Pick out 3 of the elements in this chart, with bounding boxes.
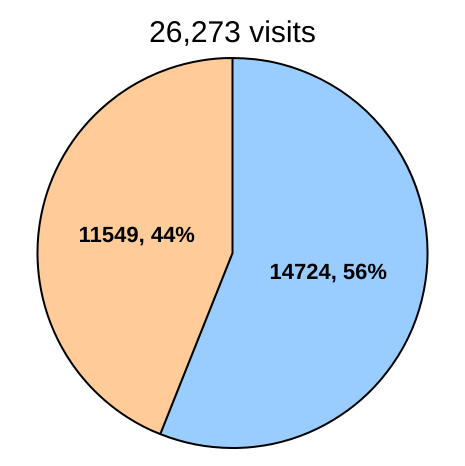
- data-label: 14724, 56%: [270, 258, 387, 284]
- data-label: 11549, 44%: [78, 222, 195, 248]
- chart-title: 26,273 visits: [149, 16, 316, 49]
